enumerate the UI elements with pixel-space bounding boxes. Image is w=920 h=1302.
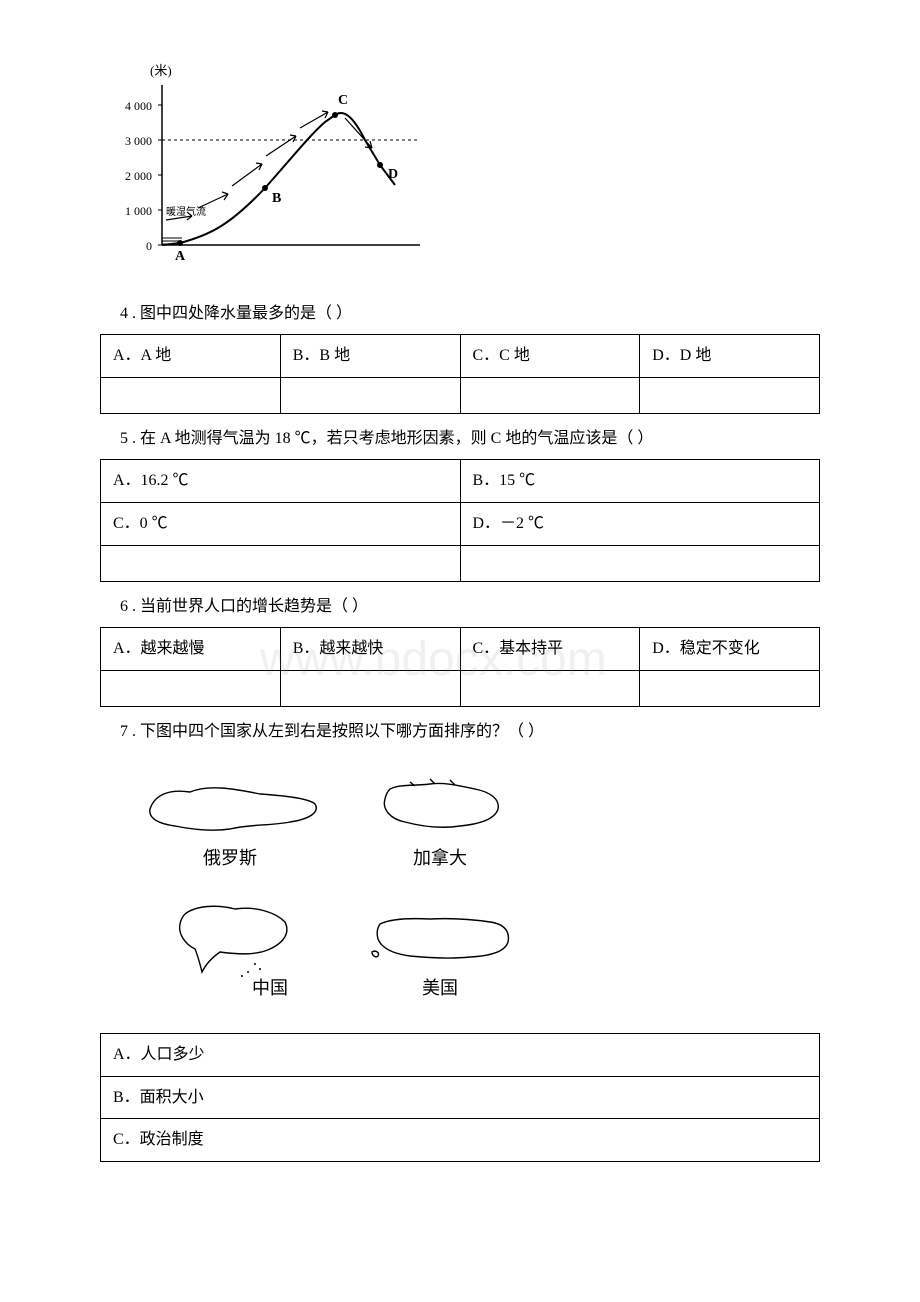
option-cell: C．C 地: [460, 335, 640, 378]
label-usa: 美国: [422, 978, 458, 998]
q7-opt-c: C．政治制度: [113, 1131, 204, 1148]
q4-opt-b: B．B 地: [293, 347, 350, 364]
country-russia: [150, 788, 316, 830]
point-D: D: [388, 167, 398, 182]
q6-opt-a: A．越来越慢: [113, 640, 205, 657]
table-row: B．面积大小: [101, 1076, 820, 1119]
option-cell: C．基本持平: [460, 628, 640, 671]
question-6-options-table: A．越来越慢 B．越来越快 C．基本持平 D．稳定不变化: [100, 627, 820, 707]
q4-opt-d: D．D 地: [652, 347, 711, 364]
option-cell: A．A 地: [101, 335, 281, 378]
option-cell: B．面积大小: [101, 1076, 820, 1119]
countries-figure: 俄罗斯 加拿大 中国 美国: [140, 764, 860, 1023]
option-cell: B．越来越快: [280, 628, 460, 671]
blank-cell: [460, 545, 820, 581]
option-cell: D．D 地: [640, 335, 820, 378]
airflow-label: 暖湿气流: [166, 205, 206, 218]
question-4-text: 4 . 图中四处降水量最多的是（ ）: [120, 301, 860, 327]
blank-cell: [101, 377, 281, 413]
profile-points: A B C D: [175, 93, 398, 264]
ytick-3: 3 000: [125, 134, 152, 148]
table-row: A．人口多少: [101, 1033, 820, 1076]
question-6-text: 6 . 当前世界人口的增长趋势是（ ）: [120, 594, 860, 620]
q7-opt-a: A．人口多少: [113, 1046, 205, 1063]
q6-opt-b: B．越来越快: [293, 640, 384, 657]
label-canada: 加拿大: [413, 847, 467, 868]
ytick-1: 1 000: [125, 204, 152, 218]
elevation-chart-svg: (米) 0 1 000 2 000 3 000 4 000: [120, 60, 440, 280]
option-cell: B．B 地: [280, 335, 460, 378]
blank-cell: [101, 670, 281, 706]
option-cell: C．政治制度: [101, 1119, 820, 1162]
option-cell: A．人口多少: [101, 1033, 820, 1076]
airflow-arrows: [166, 111, 372, 220]
q5-opt-d: D．－2 ℃: [473, 515, 545, 532]
blank-cell: [101, 545, 461, 581]
blank-cell: [640, 670, 820, 706]
option-cell: D．稳定不变化: [640, 628, 820, 671]
q5-opt-a: A．16.2 ℃: [113, 472, 189, 489]
option-cell: B．15 ℃: [460, 460, 820, 503]
blank-cell: [640, 377, 820, 413]
question-4-options-table: A．A 地 B．B 地 C．C 地 D．D 地: [100, 334, 820, 414]
q6-opt-d: D．稳定不变化: [652, 640, 760, 657]
table-row: A．A 地 B．B 地 C．C 地 D．D 地: [101, 335, 820, 378]
table-row: [101, 377, 820, 413]
q6-opt-c: C．基本持平: [473, 640, 564, 657]
y-axis-unit: (米): [150, 63, 172, 78]
blank-cell: [280, 377, 460, 413]
ytick-2: 2 000: [125, 169, 152, 183]
label-russia: 俄罗斯: [203, 848, 257, 868]
table-row: [101, 670, 820, 706]
q5-opt-b: B．15 ℃: [473, 472, 536, 489]
countries-svg: 俄罗斯 加拿大 中国 美国: [140, 764, 560, 1014]
table-row: [101, 545, 820, 581]
blank-cell: [460, 670, 640, 706]
blank-cell: [460, 377, 640, 413]
blank-cell: [280, 670, 460, 706]
q4-opt-c: C．C 地: [473, 347, 530, 364]
q7-opt-b: B．面积大小: [113, 1089, 204, 1106]
question-5-text: 5 . 在 A 地测得气温为 18 ℃，若只考虑地形因素，则 C 地的气温应该是…: [120, 426, 860, 452]
table-row: C．政治制度: [101, 1119, 820, 1162]
table-row: A．越来越慢 B．越来越快 C．基本持平 D．稳定不变化: [101, 628, 820, 671]
q5-opt-c: C．0 ℃: [113, 515, 168, 532]
option-cell: A．16.2 ℃: [101, 460, 461, 503]
country-china: [180, 907, 287, 978]
question-5-options-table: A．16.2 ℃ B．15 ℃ C．0 ℃ D．－2 ℃: [100, 459, 820, 581]
option-cell: D．－2 ℃: [460, 502, 820, 545]
ytick-0: 0: [146, 239, 152, 253]
question-7-text: 7 . 下图中四个国家从左到右是按照以下哪方面排序的？（ ）: [120, 719, 860, 745]
country-usa: [372, 919, 508, 958]
option-cell: A．越来越慢: [101, 628, 281, 671]
point-B: B: [272, 191, 281, 206]
option-cell: C．0 ℃: [101, 502, 461, 545]
y-ticks: 0 1 000 2 000 3 000 4 000: [125, 99, 162, 253]
figure-elevation-profile: (米) 0 1 000 2 000 3 000 4 000: [120, 60, 860, 289]
table-row: A．16.2 ℃ B．15 ℃: [101, 460, 820, 503]
profile-line: [162, 113, 395, 245]
point-C: C: [338, 93, 348, 108]
ytick-4: 4 000: [125, 99, 152, 113]
label-china: 中国: [252, 978, 288, 998]
point-A: A: [175, 249, 186, 264]
question-7-options-table: A．人口多少 B．面积大小 C．政治制度: [100, 1033, 820, 1162]
country-canada: [384, 779, 498, 827]
table-row: C．0 ℃ D．－2 ℃: [101, 502, 820, 545]
q4-opt-a: A．A 地: [113, 347, 171, 364]
